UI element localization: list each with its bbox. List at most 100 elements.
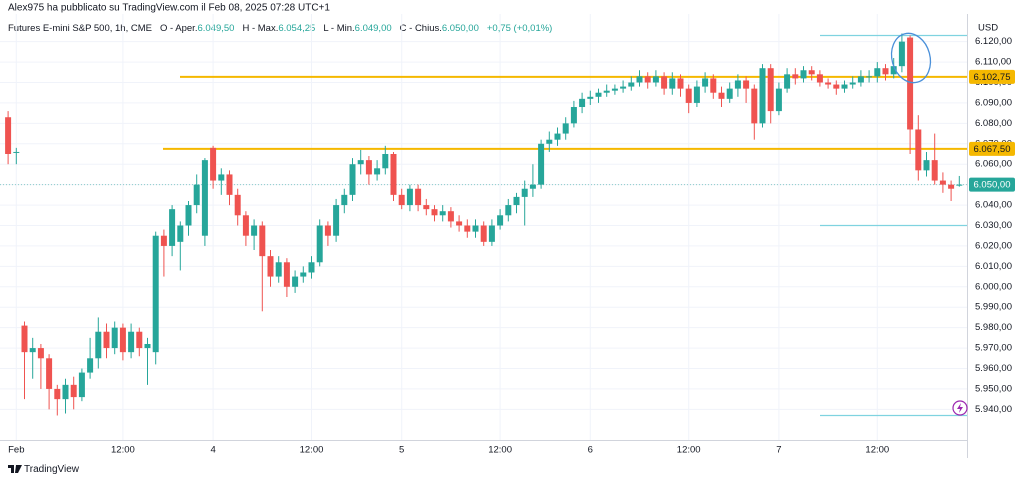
y-tick-label: 6.110,00 <box>975 57 1011 68</box>
annotation-circle <box>890 32 932 84</box>
candle-body <box>128 331 135 353</box>
x-tick-label: 12:00 <box>677 445 701 456</box>
candle-body <box>866 76 873 78</box>
candle-body <box>193 184 200 206</box>
ohlc-label: L - Min. <box>323 23 354 34</box>
candle-body <box>201 160 208 236</box>
y-tick-label: 6.060,00 <box>975 159 1012 170</box>
price-badge <box>969 69 1015 84</box>
candle-body <box>907 37 914 130</box>
y-tick-label: 6.080,00 <box>975 118 1012 129</box>
candle-body <box>390 154 397 195</box>
price-badge-label: 6.067,50 <box>974 144 1011 155</box>
candle-body <box>521 188 528 197</box>
candle-body <box>185 205 192 226</box>
candle-body <box>661 76 668 89</box>
candle-body <box>849 82 856 85</box>
candle-body <box>579 98 586 108</box>
candle-body <box>21 325 28 353</box>
candle-body <box>234 194 241 216</box>
candle-body <box>554 133 561 140</box>
y-tick-label: 6.040,00 <box>975 200 1012 211</box>
candle-body <box>956 184 963 186</box>
candle-body <box>242 215 249 236</box>
candle-body <box>136 331 143 349</box>
candle-body <box>816 74 823 83</box>
candle-body <box>784 74 791 89</box>
symbol: Futures E-mini S&P 500, 1h, CME <box>8 23 152 34</box>
candle-body <box>365 160 372 175</box>
candle-body <box>718 92 725 99</box>
brand: TradingView <box>8 464 80 475</box>
candle-body <box>13 151 20 153</box>
candle-body <box>726 88 733 99</box>
candle-body <box>603 90 610 93</box>
candle-body <box>611 88 618 91</box>
y-tick-label: 6.120,00 <box>975 36 1012 47</box>
candle-body <box>874 68 881 77</box>
y-tick-label: 6.030,00 <box>975 220 1012 231</box>
y-tick-label: 5.960,00 <box>975 363 1012 374</box>
alert-bolt <box>957 403 963 413</box>
ohlc-label: O - Aper. <box>160 23 198 34</box>
candle-body <box>431 209 438 216</box>
price-badge-label: 6.102,75 <box>974 72 1011 83</box>
brand-logo <box>8 465 22 473</box>
candle-body <box>333 205 340 236</box>
candle-body <box>5 117 12 154</box>
candle-body <box>710 78 717 93</box>
x-tick-label: 4 <box>210 445 215 456</box>
candle-body <box>677 78 684 89</box>
x-tick-label: 7 <box>776 445 781 456</box>
candle-body <box>767 68 774 112</box>
candle-body <box>382 154 389 169</box>
candle-body <box>595 92 602 97</box>
candle-body <box>259 225 266 257</box>
candle-body <box>513 196 520 206</box>
candle-body <box>398 194 405 206</box>
candle-body <box>226 174 233 195</box>
candle-body <box>87 358 94 373</box>
candle-body <box>570 107 577 124</box>
x-tick-label: 12:00 <box>488 445 512 456</box>
candle-body <box>439 211 446 216</box>
candle-body <box>636 76 643 83</box>
candle-body <box>743 80 750 89</box>
candle-body <box>808 70 815 75</box>
candle-body <box>177 225 184 242</box>
candle-body <box>693 86 700 103</box>
ohlc-value: 6.049,00 <box>355 23 392 34</box>
candle-body <box>652 76 659 83</box>
price-badge-label: 6.050,00 <box>974 180 1011 191</box>
candle-body <box>472 225 479 232</box>
y-tick-label: 5.970,00 <box>975 343 1012 354</box>
y-tick-label: 5.950,00 <box>975 383 1012 394</box>
candle-body <box>644 76 651 83</box>
candle-body <box>29 348 36 353</box>
candle-body <box>456 221 463 226</box>
symbol-legend: Futures E-mini S&P 500, 1h, CME O - Aper.… <box>8 23 552 34</box>
candle-body <box>54 388 61 400</box>
candle-body <box>923 160 930 171</box>
x-tick-label: 12:00 <box>865 445 889 456</box>
currency: USD <box>978 23 998 34</box>
candle-body <box>841 84 848 89</box>
candle-body <box>505 205 512 216</box>
y-tick-label: 6.000,00 <box>975 281 1012 292</box>
candle-body <box>759 68 766 124</box>
candle-body <box>152 235 159 353</box>
x-tick-label: 6 <box>588 445 593 456</box>
candle-body <box>103 331 110 349</box>
candle-body <box>78 372 85 398</box>
x-tick-label: Feb <box>8 445 24 456</box>
candle-body <box>546 139 553 144</box>
candle-body <box>751 88 758 124</box>
candle-body <box>497 215 504 226</box>
price-badge <box>969 177 1015 192</box>
candle-body <box>300 272 307 277</box>
candle-body <box>111 327 118 349</box>
x-tick-label: 12:00 <box>300 445 324 456</box>
x-tick-label: 5 <box>399 445 404 456</box>
candle-body <box>480 225 487 242</box>
